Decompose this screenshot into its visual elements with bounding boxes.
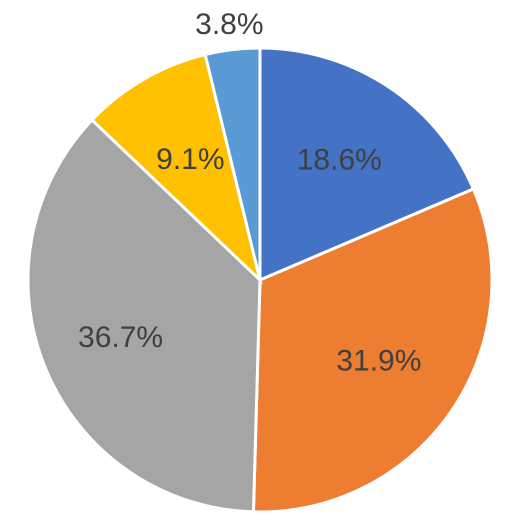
pie-slices (26, 46, 494, 514)
data-label-18-6pct: 18.6% (297, 143, 382, 176)
pie-slice-31-9pct (251, 186, 494, 514)
pie-slice-18-6pct (258, 46, 476, 283)
pie-labels: 18.6% 31.9% 36.7% 9.1% 3.8% (78, 8, 421, 378)
data-label-36-7pct: 36.7% (78, 321, 163, 354)
data-label-3-8pct: 3.8% (195, 8, 263, 41)
data-label-9-1pct: 9.1% (156, 143, 224, 176)
data-label-31-9pct: 31.9% (336, 344, 421, 377)
pie-slice-3-8pct (203, 46, 262, 281)
pie-slice-36-7pct (26, 117, 262, 514)
